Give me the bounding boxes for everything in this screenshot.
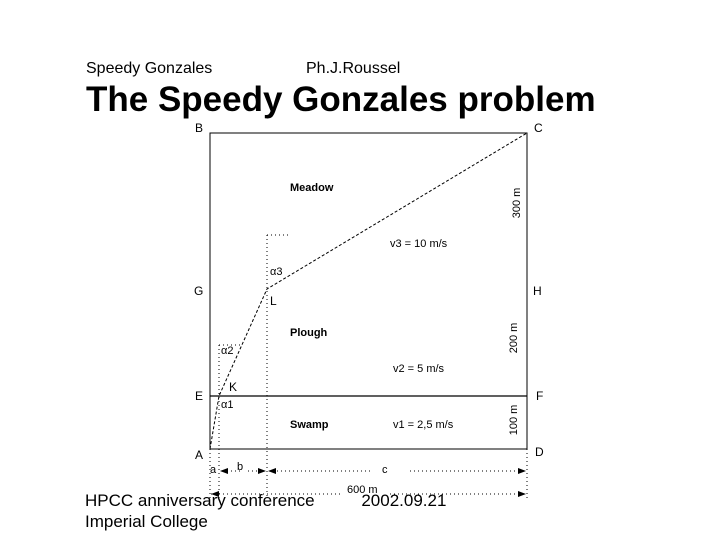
point-label: C	[534, 121, 543, 135]
point-label: F	[536, 389, 543, 403]
header-left: Speedy Gonzales	[86, 60, 213, 77]
footer-date: 2002.09.21	[361, 491, 447, 510]
width-label: a	[210, 464, 217, 476]
zone-label: Swamp	[290, 419, 329, 431]
speed-label: v1 = 2,5 m/s	[393, 419, 454, 431]
angle-label: α1	[221, 399, 233, 411]
point-label: K	[229, 380, 237, 394]
point-label: B	[195, 121, 203, 135]
frame	[209, 132, 528, 498]
width-label: 600 m	[347, 484, 378, 496]
footer: HPCC anniversary conference 2002.09.21 I…	[85, 490, 605, 532]
angle-label: α3	[270, 266, 282, 278]
zone-label: Meadow	[290, 182, 334, 194]
point-label: L	[270, 294, 277, 308]
footer-conference: HPCC anniversary conference	[85, 491, 315, 510]
footer-institution: Imperial College	[85, 512, 208, 531]
width-label: b	[237, 461, 243, 473]
speed-label: v2 = 5 m/s	[393, 363, 445, 375]
point-label: A	[195, 448, 203, 462]
height-label: 300 m	[511, 188, 523, 219]
height-label: 200 m	[508, 323, 520, 354]
slide-title: The Speedy Gonzales problem	[86, 80, 596, 119]
point-label: E	[195, 389, 203, 403]
point-label: H	[533, 284, 542, 298]
height-label: 100 m	[508, 405, 520, 436]
point-label: D	[535, 445, 544, 459]
width-label: c	[382, 464, 388, 476]
angle-label: α2	[221, 345, 233, 357]
point-label: G	[194, 284, 203, 298]
zone-label: Plough	[290, 327, 328, 339]
header-right: Ph.J.Roussel	[306, 60, 401, 77]
speed-label: v3 = 10 m/s	[390, 238, 448, 250]
